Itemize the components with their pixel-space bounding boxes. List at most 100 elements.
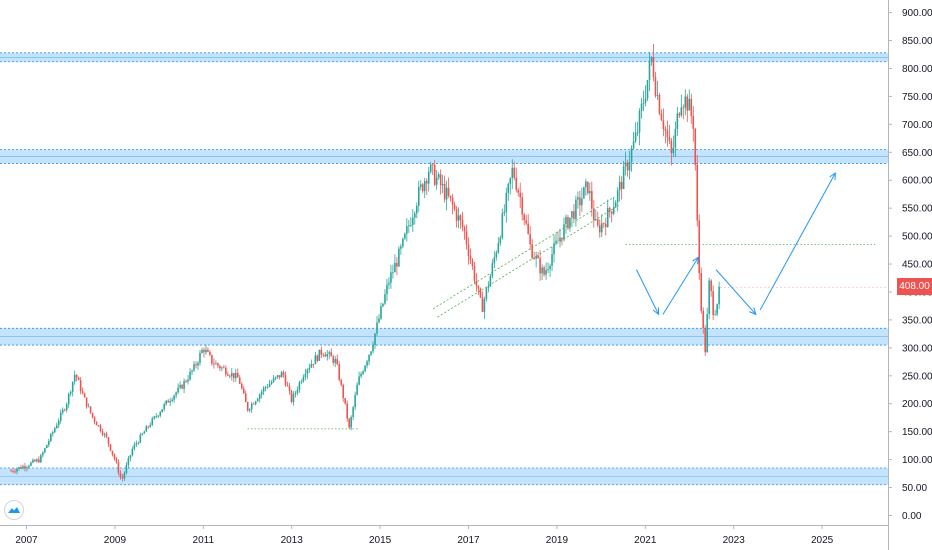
projection-arrow-3 (759, 171, 836, 311)
candle-138 (284, 371, 287, 388)
candle-262 (531, 238, 533, 260)
candle-114 (236, 368, 239, 378)
candle-142 (292, 391, 295, 406)
candle-320 (646, 79, 649, 102)
candle-25 (59, 409, 62, 424)
candle-266 (539, 250, 541, 281)
candle-202 (412, 209, 414, 233)
candle-100 (209, 350, 211, 357)
candle-127 (262, 386, 265, 396)
candle-67 (143, 430, 146, 434)
candle-77 (163, 402, 165, 412)
candle-49 (107, 436, 110, 448)
candle-1 (12, 469, 14, 474)
candle-179 (366, 359, 368, 369)
candle-72 (153, 415, 156, 420)
candle-139 (286, 381, 289, 387)
x-tick-label-6: 2019 (546, 535, 569, 546)
candle-307 (620, 176, 623, 200)
x-tick-label-0: 2007 (15, 535, 38, 546)
y-tick-label-12: 600.00 (902, 176, 932, 187)
candle-44 (97, 424, 100, 427)
candle-74 (157, 415, 160, 418)
candle-283 (573, 204, 575, 222)
candle-238 (483, 296, 486, 320)
candle-241 (489, 273, 492, 287)
candle-46 (101, 428, 104, 437)
candle-347 (700, 267, 703, 314)
candle-322 (650, 56, 653, 66)
candle-256 (519, 182, 522, 209)
candle-145 (298, 380, 301, 393)
candle-30 (69, 390, 72, 397)
candle-141 (290, 389, 293, 404)
x-tick-label-5: 2017 (457, 535, 480, 546)
candle-83 (175, 391, 177, 399)
candle-48 (105, 431, 108, 439)
candle-355 (716, 303, 718, 317)
candle-293 (593, 200, 595, 228)
y-tick-label-0: 0.00 (902, 511, 922, 522)
candle-226 (459, 214, 462, 229)
annotations (247, 171, 876, 430)
candle-26 (61, 407, 64, 415)
candle-149 (306, 368, 309, 379)
candle-45 (99, 423, 102, 433)
candle-305 (616, 187, 619, 212)
candle-84 (177, 383, 179, 395)
candle-319 (644, 85, 647, 107)
candle-337 (680, 94, 683, 118)
candle-350 (706, 307, 708, 353)
candle-12 (34, 458, 36, 462)
candle-215 (437, 172, 440, 180)
candle-327 (660, 109, 663, 122)
candle-235 (477, 285, 480, 296)
candle-6 (22, 464, 24, 470)
candle-182 (372, 341, 374, 354)
candle-34 (77, 376, 80, 381)
candle-59 (127, 456, 130, 468)
candle-290 (587, 181, 589, 196)
candle-183 (374, 333, 376, 349)
candle-176 (360, 371, 362, 379)
candle-287 (581, 187, 583, 212)
candle-297 (600, 214, 603, 238)
candle-101 (211, 354, 213, 366)
candle-186 (380, 302, 382, 321)
candle-64 (137, 441, 140, 445)
candle-62 (133, 441, 136, 451)
candle-310 (626, 159, 629, 177)
candle-306 (618, 175, 621, 202)
candle-216 (439, 169, 442, 195)
candle-223 (453, 201, 456, 211)
candle-156 (320, 346, 323, 359)
candle-126 (260, 389, 263, 399)
candle-228 (463, 225, 466, 240)
candle-208 (423, 177, 426, 199)
candle-85 (179, 381, 181, 390)
candle-91 (191, 369, 193, 376)
candle-250 (507, 182, 510, 201)
candle-268 (543, 265, 545, 277)
candle-112 (232, 372, 235, 383)
candle-276 (559, 228, 561, 248)
candle-109 (227, 371, 229, 377)
candle-102 (213, 358, 215, 369)
candle-148 (304, 368, 307, 381)
candle-340 (686, 93, 689, 122)
candle-284 (575, 195, 577, 227)
candle-9 (28, 464, 30, 469)
candle-31 (71, 381, 74, 397)
candle-321 (648, 52, 651, 92)
y-tick-label-9: 450.00 (902, 260, 932, 271)
candle-231 (469, 248, 472, 265)
candle-356 (718, 281, 720, 310)
candle-55 (119, 469, 122, 480)
candle-16 (42, 451, 44, 458)
candle-181 (370, 351, 372, 356)
candle-303 (612, 196, 615, 216)
candle-117 (242, 385, 245, 394)
x-tick-label-2: 2011 (193, 535, 215, 546)
candle-116 (240, 382, 243, 390)
x-tick-label-8: 2023 (723, 535, 746, 546)
